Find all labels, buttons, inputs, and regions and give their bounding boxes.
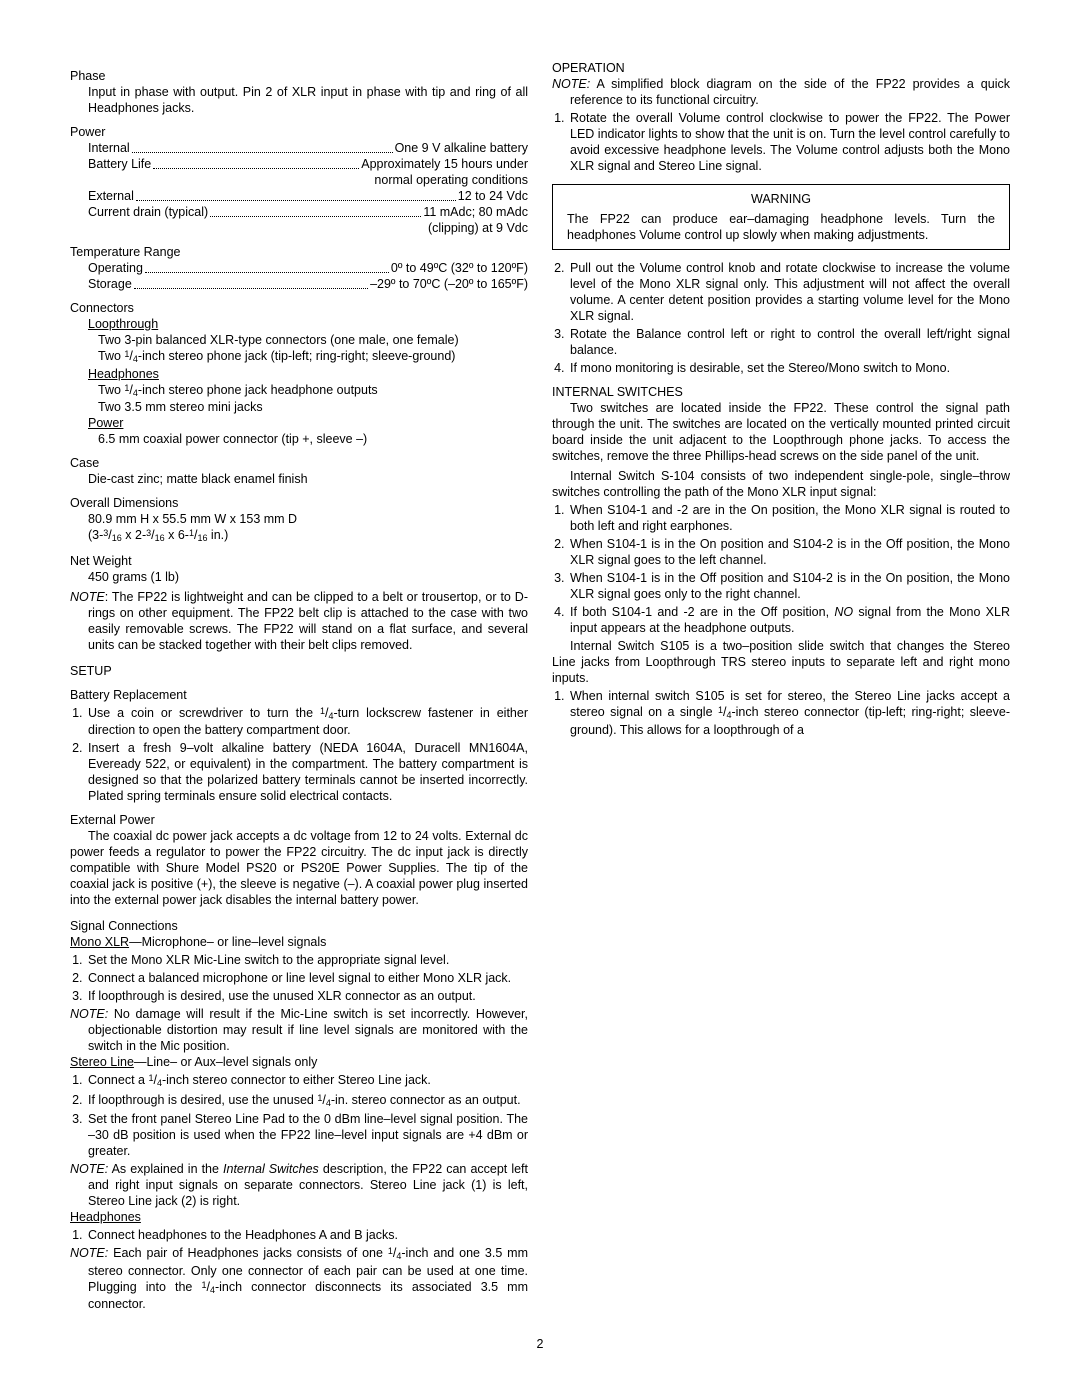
- power-external-row: External 12 to 24 Vdc: [88, 188, 528, 204]
- loopthrough-subhead: Loopthrough: [88, 316, 528, 332]
- s104-steps: When S104-1 and -2 are in the On positio…: [552, 502, 1010, 636]
- power-internal-row: Internal One 9 V alkaline battery: [88, 140, 528, 156]
- internal-heading: INTERNAL SWITCHES: [552, 384, 1010, 400]
- internal-p2: Internal Switch S-104 consists of two in…: [552, 468, 1010, 500]
- label: Storage: [88, 276, 132, 292]
- weight-text: 450 grams (1 lb): [70, 569, 528, 585]
- headphones-subhead: Headphones: [88, 366, 528, 382]
- s104-step-1: When S104-1 and -2 are in the On positio…: [568, 502, 1010, 534]
- operation-steps-1: Rotate the overall Volume control clockw…: [552, 110, 1010, 174]
- mono-step-3: If loopthrough is desired, use the unuse…: [86, 988, 528, 1004]
- note-headphones: NOTE: Each pair of Headphones jacks cons…: [70, 1245, 528, 1312]
- s105-steps: When internal switch S105 is set for ste…: [552, 688, 1010, 738]
- dim-heading: Overall Dimensions: [70, 495, 528, 511]
- note-fp22: NOTE: The FP22 is lightweight and can be…: [70, 589, 528, 653]
- signal-heading: Signal Connections: [70, 918, 528, 934]
- extpower-heading: External Power: [70, 812, 528, 828]
- dim-t1: 80.9 mm H x 55.5 mm W x 153 mm D: [88, 511, 528, 527]
- temp-st-row: Storage –29º to 70ºC (–20º to 165ºF): [88, 276, 528, 292]
- weight-heading: Net Weight: [70, 553, 528, 569]
- battery-steps: Use a coin or screwdriver to turn the 1/…: [70, 705, 528, 805]
- page-number: 2: [70, 1336, 1010, 1352]
- mono-step-1: Set the Mono XLR Mic-Line switch to the …: [86, 952, 528, 968]
- mono-xlr-steps: Set the Mono XLR Mic-Line switch to the …: [70, 952, 528, 1004]
- phase-heading: Phase: [70, 68, 528, 84]
- operation-step-1: Rotate the overall Volume control clockw…: [568, 110, 1010, 174]
- stereo-steps: Connect a 1/4-inch stereo connector to e…: [70, 1072, 528, 1159]
- loopthrough-t1: Two 3-pin balanced XLR-type connectors (…: [88, 332, 528, 348]
- power-life-row: Battery Life Approximately 15 hours under: [88, 156, 528, 172]
- value: 0º to 49ºC (32º to 120ºF): [391, 260, 528, 276]
- warning-box: WARNING The FP22 can produce ear–damagin…: [552, 184, 1010, 250]
- case-heading: Case: [70, 455, 528, 471]
- power-subhead: Power: [88, 415, 528, 431]
- operation-step-4: If mono monitoring is desirable, set the…: [568, 360, 1010, 376]
- headphones-step-1: Connect headphones to the Headphones A a…: [86, 1227, 528, 1243]
- stereo-step-3: Set the front panel Stereo Line Pad to t…: [86, 1111, 528, 1159]
- value: One 9 V alkaline battery: [395, 140, 528, 156]
- s104-step-2: When S104-1 is in the On position and S1…: [568, 536, 1010, 568]
- label: Battery Life: [88, 156, 151, 172]
- label: External: [88, 188, 134, 204]
- power-conn-t: 6.5 mm coaxial power connector (tip +, s…: [88, 431, 528, 447]
- headphones-steps: Connect headphones to the Headphones A a…: [70, 1227, 528, 1243]
- label: Internal: [88, 140, 130, 156]
- power-drain-row2: (clipping) at 9 Vdc: [88, 220, 528, 236]
- operation-steps-2: Pull out the Volume control knob and rot…: [552, 260, 1010, 376]
- battery-heading: Battery Replacement: [70, 687, 528, 703]
- stereo-step-2: If loopthrough is desired, use the unuse…: [86, 1092, 528, 1110]
- note-blockdiagram: NOTE: A simplified block diagram on the …: [552, 76, 1010, 108]
- value: 11 mAdc; 80 mAdc: [423, 204, 528, 220]
- headphones-t1: Two 1/4-inch stereo phone jack headphone…: [88, 382, 528, 400]
- dim-t2: (3-3/16 x 2-3/16 x 6-1/16 in.): [88, 527, 528, 545]
- internal-p1: Two switches are located inside the FP22…: [552, 400, 1010, 464]
- warning-body: The FP22 can produce ear–damaging headph…: [567, 211, 995, 243]
- phase-text: Input in phase with output. Pin 2 of XLR…: [70, 84, 528, 116]
- mono-step-2: Connect a balanced microphone or line le…: [86, 970, 528, 986]
- stereo-line-head: Stereo Line—Line– or Aux–level signals o…: [70, 1054, 528, 1070]
- power-heading: Power: [70, 124, 528, 140]
- value: Approximately 15 hours under: [361, 156, 528, 172]
- note-internal-switches: NOTE: As explained in the Internal Switc…: [70, 1161, 528, 1209]
- label: Current drain (typical): [88, 204, 208, 220]
- headphones-head: Headphones: [70, 1209, 528, 1225]
- internal-p3: Internal Switch S105 is a two–position s…: [552, 638, 1010, 686]
- operation-heading: OPERATION: [552, 60, 1010, 76]
- setup-heading: SETUP: [70, 663, 528, 679]
- warning-title: WARNING: [567, 191, 995, 207]
- s104-step-4: If both S104-1 and -2 are in the Off pos…: [568, 604, 1010, 636]
- stereo-step-1: Connect a 1/4-inch stereo connector to e…: [86, 1072, 528, 1090]
- battery-step-2: Insert a fresh 9–volt alkaline battery (…: [86, 740, 528, 804]
- value: 12 to 24 Vdc: [458, 188, 528, 204]
- power-life-row2: normal operating conditions: [88, 172, 528, 188]
- label: Operating: [88, 260, 143, 276]
- temp-op-row: Operating 0º to 49ºC (32º to 120ºF): [88, 260, 528, 276]
- headphones-t2: Two 3.5 mm stereo mini jacks: [88, 399, 528, 415]
- loopthrough-t2: Two 1/4-inch stereo phone jack (tip-left…: [88, 348, 528, 366]
- extpower-text: The coaxial dc power jack accepts a dc v…: [70, 828, 528, 908]
- mono-xlr-line: Mono XLR—Microphone– or line–level signa…: [70, 934, 528, 950]
- case-text: Die-cast zinc; matte black enamel finish: [70, 471, 528, 487]
- note-micline: NOTE: No damage will result if the Mic-L…: [70, 1006, 528, 1054]
- operation-step-3: Rotate the Balance control left or right…: [568, 326, 1010, 358]
- power-drain-row: Current drain (typical) 11 mAdc; 80 mAdc: [88, 204, 528, 220]
- operation-step-2: Pull out the Volume control knob and rot…: [568, 260, 1010, 324]
- temp-heading: Temperature Range: [70, 244, 528, 260]
- s104-step-3: When S104-1 is in the Off position and S…: [568, 570, 1010, 602]
- value: –29º to 70ºC (–20º to 165ºF): [370, 276, 528, 292]
- battery-step-1: Use a coin or screwdriver to turn the 1/…: [86, 705, 528, 739]
- connectors-heading: Connectors: [70, 300, 528, 316]
- s105-step-1: When internal switch S105 is set for ste…: [568, 688, 1010, 738]
